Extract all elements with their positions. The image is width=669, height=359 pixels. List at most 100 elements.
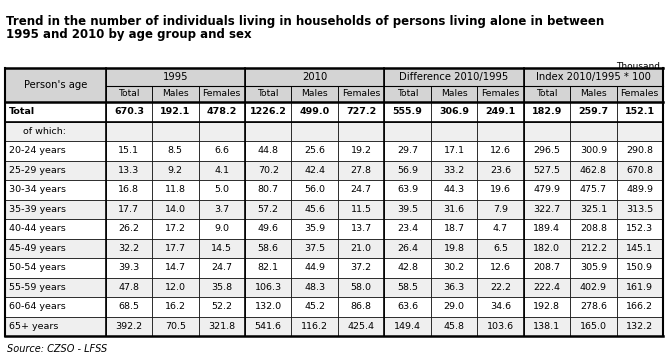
Bar	[106, 68, 245, 86]
Text: 5.0: 5.0	[214, 185, 229, 194]
Bar	[431, 86, 477, 102]
Bar	[570, 160, 617, 180]
Text: 58.0: 58.0	[351, 283, 371, 292]
Text: 19.2: 19.2	[351, 146, 371, 155]
Text: 22.2: 22.2	[490, 283, 511, 292]
Text: 7.9: 7.9	[493, 205, 508, 214]
Text: Males: Males	[301, 89, 328, 98]
Bar	[617, 102, 663, 121]
Bar	[106, 160, 152, 180]
Text: Males: Males	[441, 89, 468, 98]
Text: 670.8: 670.8	[626, 166, 653, 175]
Text: 116.2: 116.2	[301, 322, 328, 331]
Text: 34.6: 34.6	[490, 302, 511, 311]
Text: Total: Total	[397, 89, 418, 98]
Text: 27.8: 27.8	[351, 166, 371, 175]
Bar	[384, 297, 431, 317]
Bar	[245, 297, 292, 317]
Bar	[199, 317, 245, 336]
Text: Females: Females	[342, 89, 380, 98]
Bar	[617, 141, 663, 160]
Text: 14.5: 14.5	[211, 244, 232, 253]
Bar	[338, 219, 384, 238]
Text: 1226.2: 1226.2	[250, 107, 286, 116]
Bar	[384, 238, 431, 258]
Bar	[245, 258, 292, 278]
Text: 208.7: 208.7	[533, 263, 561, 272]
Text: 47.8: 47.8	[118, 283, 139, 292]
Text: 527.5: 527.5	[533, 166, 561, 175]
Bar	[570, 141, 617, 160]
Text: 26.2: 26.2	[118, 224, 139, 233]
Text: 11.5: 11.5	[351, 205, 371, 214]
Text: Trend in the number of individuals living in households of persons living alone : Trend in the number of individuals livin…	[6, 15, 604, 28]
Text: 80.7: 80.7	[258, 185, 279, 194]
Bar	[338, 278, 384, 297]
Bar	[245, 238, 292, 258]
Text: 17.7: 17.7	[165, 244, 186, 253]
Text: 18.7: 18.7	[444, 224, 464, 233]
Bar	[152, 219, 199, 238]
Bar	[431, 258, 477, 278]
Bar	[524, 160, 570, 180]
Bar	[5, 68, 106, 102]
Text: 475.7: 475.7	[580, 185, 607, 194]
Bar	[292, 121, 338, 141]
Bar	[106, 258, 152, 278]
Bar	[431, 180, 477, 200]
Text: 290.8: 290.8	[626, 146, 653, 155]
Bar	[338, 258, 384, 278]
Text: 1995 and 2010 by age group and sex: 1995 and 2010 by age group and sex	[6, 28, 252, 41]
Text: 56.9: 56.9	[397, 166, 418, 175]
Text: 21.0: 21.0	[351, 244, 371, 253]
Text: 17.2: 17.2	[165, 224, 186, 233]
Bar	[431, 102, 477, 121]
Text: 19.8: 19.8	[444, 244, 464, 253]
Bar	[5, 121, 106, 141]
Bar	[292, 160, 338, 180]
Text: Females: Females	[481, 89, 520, 98]
Text: 20-24 years: 20-24 years	[9, 146, 66, 155]
Bar	[245, 68, 384, 86]
Text: 65+ years: 65+ years	[9, 322, 58, 331]
Bar	[338, 238, 384, 258]
Text: 462.8: 462.8	[580, 166, 607, 175]
Bar	[5, 297, 106, 317]
Text: 4.1: 4.1	[214, 166, 229, 175]
Text: Thousand: Thousand	[616, 62, 660, 71]
Text: 6.5: 6.5	[493, 244, 508, 253]
Text: 16.2: 16.2	[165, 302, 186, 311]
Bar	[245, 200, 292, 219]
Text: 55-59 years: 55-59 years	[9, 283, 66, 292]
Text: 45.6: 45.6	[304, 205, 325, 214]
Bar	[477, 200, 524, 219]
Bar	[5, 219, 106, 238]
Bar	[152, 141, 199, 160]
Bar	[106, 86, 152, 102]
Text: Males: Males	[580, 89, 607, 98]
Text: 478.2: 478.2	[207, 107, 237, 116]
Bar	[617, 258, 663, 278]
Text: 152.3: 152.3	[626, 224, 654, 233]
Text: 103.6: 103.6	[487, 322, 514, 331]
Bar	[199, 121, 245, 141]
Bar	[292, 238, 338, 258]
Text: 23.6: 23.6	[490, 166, 511, 175]
Bar	[199, 141, 245, 160]
Text: 82.1: 82.1	[258, 263, 279, 272]
Bar	[524, 102, 570, 121]
Bar	[338, 160, 384, 180]
Text: 555.9: 555.9	[393, 107, 423, 116]
Text: 70.2: 70.2	[258, 166, 279, 175]
Bar	[338, 86, 384, 102]
Text: 25.6: 25.6	[304, 146, 325, 155]
Bar	[152, 238, 199, 258]
Text: 44.9: 44.9	[304, 263, 325, 272]
Bar	[106, 141, 152, 160]
Bar	[152, 297, 199, 317]
Text: 489.9: 489.9	[626, 185, 653, 194]
Bar	[524, 200, 570, 219]
Text: 44.3: 44.3	[444, 185, 464, 194]
Bar	[384, 160, 431, 180]
Bar	[152, 200, 199, 219]
